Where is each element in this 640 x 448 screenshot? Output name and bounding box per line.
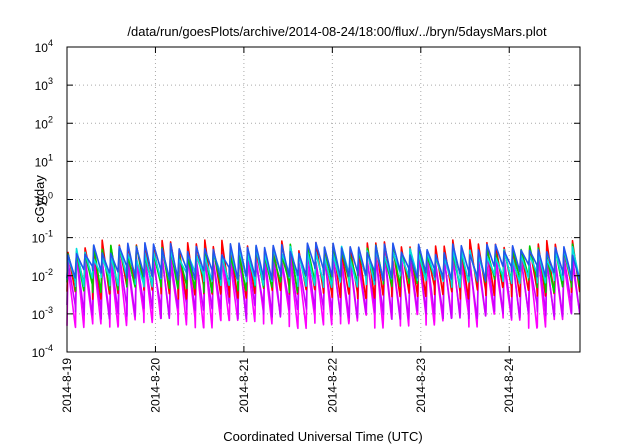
y-tick-label: 10-3	[32, 305, 53, 322]
chart-title: /data/run/goesPlots/archive/2014-08-24/1…	[127, 24, 547, 39]
x-tick-label: 2014-8-22	[325, 358, 339, 413]
y-tick-label: 104	[35, 38, 53, 55]
y-axis-label: cGy/day	[32, 175, 47, 223]
series-line	[66, 241, 581, 282]
series-line	[66, 245, 581, 288]
series-line	[66, 253, 581, 330]
x-tick-label: 2014-8-19	[60, 358, 74, 413]
y-axis-ticks: 10-4 10-3 10-2 10-1 100 101 102 103 104	[32, 38, 580, 360]
y-tick-label: 103	[35, 76, 53, 93]
x-tick-label: 2014-8-24	[502, 358, 516, 413]
y-tick-label: 10-1	[32, 229, 53, 246]
x-axis-ticks: 2014-8-19 2014-8-20 2014-8-21 2014-8-22 2014…	[60, 47, 516, 413]
x-tick-label: 2014-8-20	[148, 358, 162, 413]
y-tick-label: 100	[35, 191, 53, 208]
series-lines	[66, 238, 581, 330]
y-tick-label: 102	[35, 114, 53, 131]
x-axis-label: Coordinated Universal Time (UTC)	[223, 429, 422, 444]
y-tick-label: 10-2	[32, 267, 53, 284]
y-tick-label: 101	[35, 152, 53, 169]
x-tick-label: 2014-8-21	[237, 358, 251, 413]
y-tick-label: 10-4	[32, 343, 53, 360]
series-line	[66, 250, 581, 320]
x-tick-label: 2014-8-23	[414, 358, 428, 413]
